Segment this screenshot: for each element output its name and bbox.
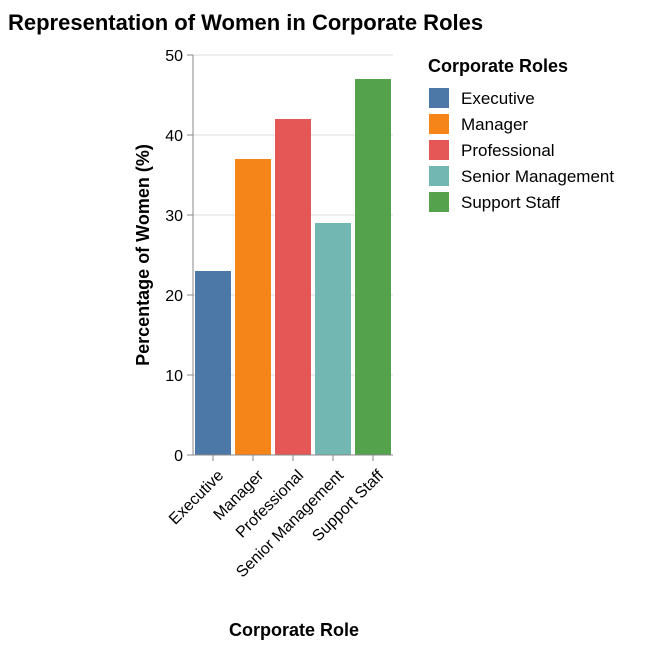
x-tick-label: Support Staff — [309, 467, 387, 545]
legend-swatch — [429, 192, 449, 212]
y-axis-title: Percentage of Women (%) — [133, 144, 153, 366]
legend-swatch — [429, 114, 449, 134]
y-tick-label: 30 — [165, 208, 183, 225]
bar-senior-management — [315, 223, 351, 455]
bar-executive — [195, 271, 231, 455]
legend-label: Senior Management — [461, 167, 614, 186]
legend-swatch — [429, 166, 449, 186]
legend-label: Professional — [461, 141, 555, 160]
legend-label: Manager — [461, 115, 528, 134]
y-tick-label: 20 — [165, 288, 183, 305]
legend-swatch — [429, 140, 449, 160]
y-tick-label: 50 — [165, 48, 183, 65]
legend-label: Executive — [461, 89, 535, 108]
legend-swatch — [429, 88, 449, 108]
bar-professional — [275, 119, 311, 455]
x-axis-title: Corporate Role — [229, 620, 359, 640]
chart-title: Representation of Women in Corporate Rol… — [8, 10, 483, 35]
y-tick-label: 40 — [165, 128, 183, 145]
y-tick-label: 10 — [165, 368, 183, 385]
y-tick-label: 0 — [174, 448, 183, 465]
legend-title: Corporate Roles — [428, 56, 568, 76]
bar-support-staff — [355, 79, 391, 455]
legend-items: Executive Manager Professional Senior Manag… — [429, 88, 614, 212]
legend-label: Support Staff — [461, 193, 560, 212]
legend: Corporate Roles Executive Manager Professi… — [428, 56, 614, 212]
bars — [195, 79, 391, 455]
bar-manager — [235, 159, 271, 455]
